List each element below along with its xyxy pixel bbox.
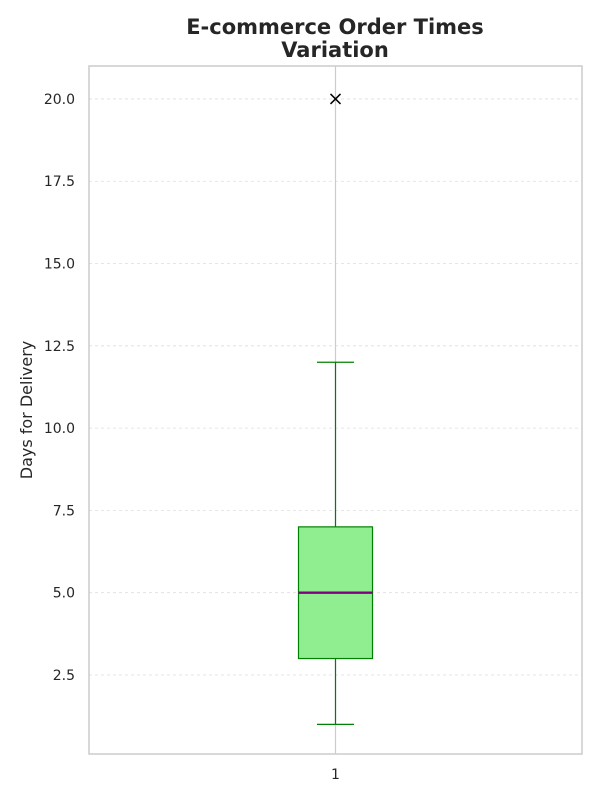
y-tick-label: 12.5 — [44, 339, 75, 355]
y-tick-label: 15.0 — [44, 257, 75, 273]
axes-frame — [88, 65, 583, 755]
y-tick-label: 20.0 — [44, 92, 75, 108]
y-tick-label: 10.0 — [44, 421, 75, 437]
y-tick-label: 2.5 — [53, 668, 75, 684]
y-tick-label: 7.5 — [53, 503, 75, 519]
plot-area: 2.5 5.0 7.5 10.0 12.5 15.0 17.5 20.0 1 — [44, 65, 583, 783]
y-tick-label: 17.5 — [44, 174, 75, 190]
chart-title-line-1: E-commerce Order Times — [186, 15, 484, 39]
chart-title-line-2: Variation — [281, 38, 389, 62]
outlier-marker — [329, 93, 342, 105]
y-axis-label: Days for Delivery — [17, 341, 36, 480]
x-tick-label: 1 — [331, 767, 340, 783]
y-tick-label: 5.0 — [53, 586, 75, 602]
